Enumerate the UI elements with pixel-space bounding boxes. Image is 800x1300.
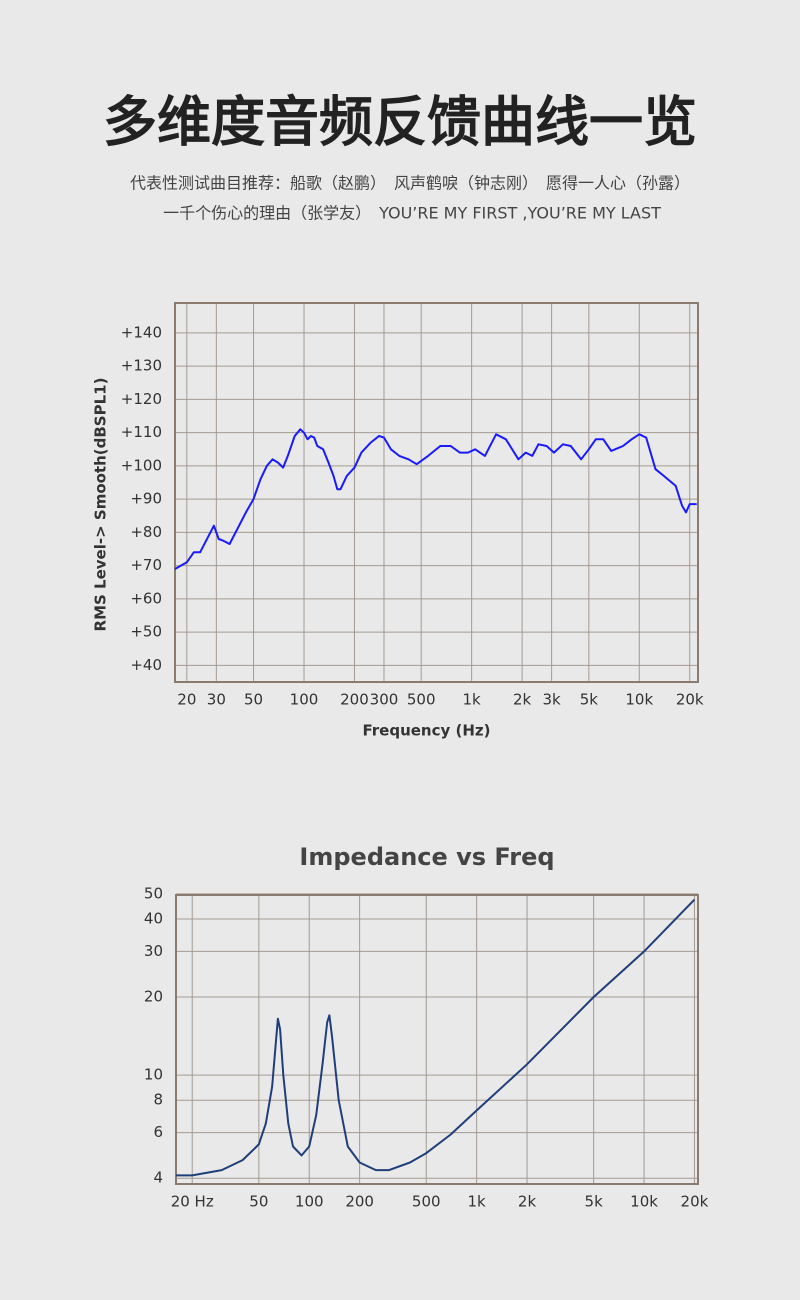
x-tick-label: 10k	[625, 691, 653, 709]
x-tick-label: 5k	[585, 1193, 604, 1211]
y-tick-label: 10	[144, 1066, 163, 1084]
x-tick-label: 10k	[630, 1193, 658, 1211]
y-tick-label: +60	[130, 589, 162, 607]
y-tick-label: +130	[121, 357, 162, 375]
x-tick-label: 20k	[676, 691, 704, 709]
y-tick-label: +50	[130, 623, 162, 641]
y-tick-label: 40	[144, 909, 163, 927]
x-tick-label: 5k	[580, 691, 599, 709]
y-tick-label: +140	[121, 323, 162, 341]
y-tick-label: 6	[153, 1123, 163, 1141]
y-axis-label: RMS Level-> Smooth(dBSPL1)	[92, 378, 110, 632]
plot-frame	[174, 302, 699, 683]
x-tick-label: 300	[370, 691, 399, 709]
y-tick-label: +110	[121, 423, 162, 441]
y-tick-label: 4	[153, 1169, 163, 1187]
y-tick-label: +120	[121, 390, 162, 408]
x-tick-label: 200	[340, 691, 369, 709]
subtitle-line: 代表性测试曲目推荐：船歌（赵鹏） 风声鹤唳（钟志刚） 愿得一人心（孙露）	[130, 174, 690, 193]
y-tick-label: +70	[130, 556, 162, 574]
y-tick-label: +80	[130, 523, 162, 541]
chart-title: Impedance vs Freq	[299, 843, 554, 871]
y-tick-label: +40	[130, 656, 162, 674]
x-tick-label: 50	[244, 691, 263, 709]
y-tick-label: 30	[144, 942, 163, 960]
x-tick-label: 100	[290, 691, 319, 709]
x-tick-label: 20	[177, 691, 196, 709]
x-tick-label: 500	[407, 691, 436, 709]
y-tick-label: 8	[153, 1091, 163, 1109]
x-tick-label: 2k	[513, 691, 532, 709]
y-tick-label: 20	[144, 988, 163, 1006]
data-line	[176, 898, 696, 1177]
x-tick-label: 1k	[463, 691, 482, 709]
x-tick-label: 30	[207, 691, 226, 709]
y-tick-label: +90	[130, 490, 162, 508]
x-tick-label: 200	[345, 1193, 374, 1211]
x-tick-label: 20 Hz	[171, 1193, 214, 1211]
x-tick-label: 100	[295, 1193, 324, 1211]
x-axis-label: Frequency (Hz)	[362, 722, 490, 740]
page-title: 多维度音频反馈曲线一览	[103, 91, 697, 154]
plot-frame	[175, 894, 699, 1185]
x-tick-label: 500	[412, 1193, 441, 1211]
x-tick-label: 50	[249, 1193, 268, 1211]
y-tick-label: +100	[121, 456, 162, 474]
data-line	[174, 428, 697, 570]
y-tick-label: 50	[144, 884, 163, 902]
x-tick-label: 3k	[543, 691, 562, 709]
x-tick-label: 1k	[468, 1193, 487, 1211]
x-tick-label: 20k	[681, 1193, 709, 1211]
x-tick-label: 2k	[518, 1193, 537, 1211]
subtitle-line: 一千个伤心的理由（张学友） YOU’RE MY FIRST ,YOU’RE MY…	[163, 204, 661, 223]
